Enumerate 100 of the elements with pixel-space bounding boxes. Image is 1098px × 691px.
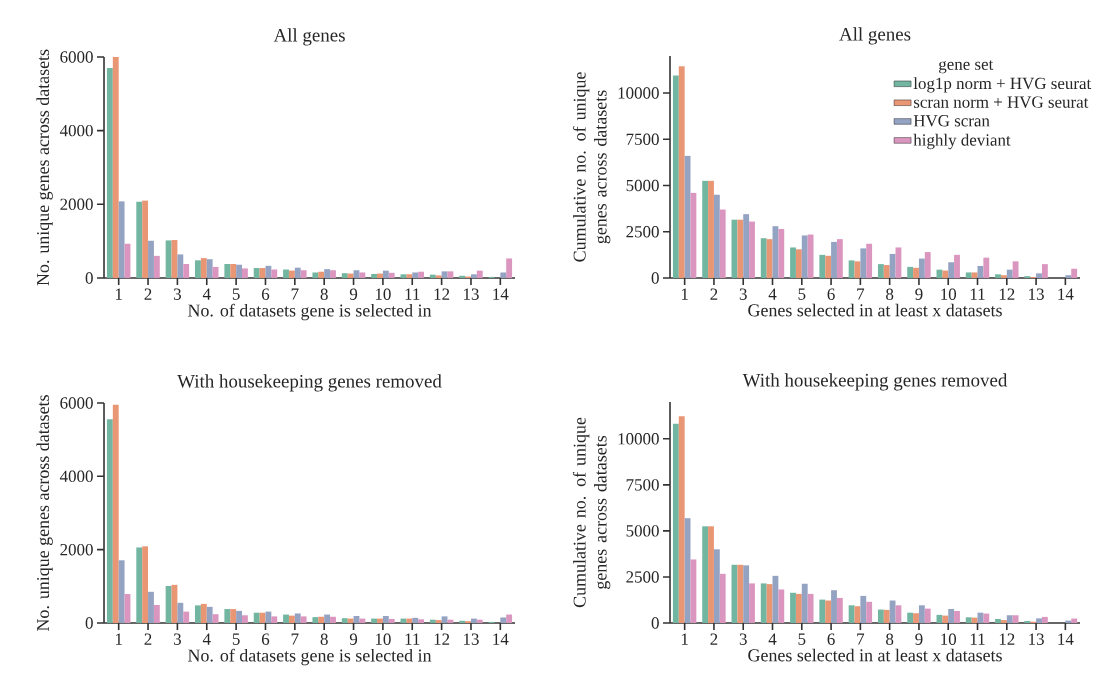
bar [1006,269,1013,278]
bar [672,75,679,278]
bar [860,595,867,623]
x-tick-label: 3 [739,633,747,645]
bar [760,583,767,623]
bar [942,615,949,623]
bar [324,269,331,278]
bar [429,274,436,278]
bar [418,619,424,623]
x-tick-label: 5 [232,633,240,645]
chart-title: All genes [839,27,911,45]
x-tick-label: 6 [261,288,270,300]
bar [236,610,242,623]
x-tick-label: 5 [798,633,806,645]
bar [907,612,914,623]
y-tick-label: 10000 [618,87,659,99]
bar [118,201,125,278]
x-tick-label: 2 [144,633,152,645]
bar [476,619,483,623]
y-tick-label: 0 [651,272,659,284]
chart-title: All genes [273,28,345,46]
bar [825,600,832,623]
bar [447,271,454,278]
chart-title: With housekeeping genes removed [742,373,1008,391]
bar [743,565,750,623]
bar [983,257,990,278]
bar [1071,618,1078,623]
bar [866,601,873,623]
bar [825,255,832,278]
bar [737,219,744,278]
bar [106,419,113,623]
x-tick-label: 2 [710,633,718,645]
bar [807,593,814,623]
bar [265,611,272,623]
y-tick-label: 5000 [626,179,659,192]
x-tick-label: 4 [202,288,211,300]
bar [400,274,407,278]
x-tick-label: 11 [970,288,985,300]
bar [142,200,149,278]
x-tick-label: 9 [915,288,923,300]
bar [1024,620,1031,623]
bar [300,270,307,278]
bar [435,275,442,278]
bar [371,273,378,278]
bar [948,262,955,278]
bar [288,615,295,623]
y-axis-title: No. unique genes across datasets [36,395,53,631]
bar [1065,275,1072,278]
x-tick-label: 10 [941,288,957,300]
bar [749,583,755,623]
legend-label: log1p norm + HVG seurat [913,77,1092,93]
x-tick-label: 10 [941,633,957,645]
bar [743,214,750,278]
bar [766,239,773,278]
bar [283,269,289,278]
bar [341,273,348,278]
bar [112,404,119,623]
bar [971,617,978,623]
bar [112,56,119,278]
bar [406,274,413,278]
bar [807,234,814,278]
bar [795,593,802,623]
x-tick-label: 1 [115,633,122,645]
bar [702,526,709,623]
bar [713,549,720,623]
bar [500,272,507,278]
bar [148,240,154,278]
x-tick-label: 9 [349,288,358,300]
bar [836,239,843,278]
bar [918,605,925,623]
bar [708,180,714,278]
bar [300,616,307,623]
bar [965,617,972,623]
bar [1071,268,1078,278]
bar [324,614,331,623]
bar [819,254,826,278]
bar [678,66,685,278]
bar [1036,618,1042,623]
bar [136,201,143,278]
bar [371,618,378,623]
legend-label: HVG scran [913,115,990,127]
bar [200,258,207,278]
bar [1000,275,1007,278]
bar [778,589,785,623]
bar [341,618,348,623]
bar [106,68,113,278]
bar [749,221,755,278]
x-tick-label: 3 [739,288,747,300]
bar [388,618,395,623]
x-tick-label: 2 [710,288,718,300]
bar [1036,273,1042,278]
x-tick-label: 5 [798,288,806,300]
bar [183,263,190,278]
bar [312,617,319,623]
x-tick-label: 1 [115,288,122,300]
bar [230,609,237,623]
bar [831,590,837,623]
bar [954,254,960,278]
x-tick-label: 7 [857,288,865,300]
bar [165,240,172,278]
